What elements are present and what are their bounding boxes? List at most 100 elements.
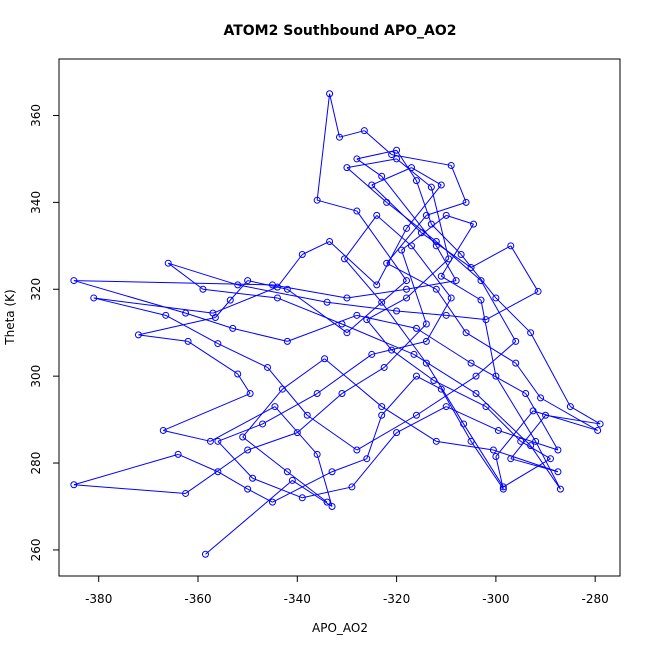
series-line-segment: [341, 323, 415, 355]
data-point: [412, 177, 420, 185]
series-line-segment: [391, 349, 435, 381]
data-point: [278, 385, 286, 393]
series-line-segment: [346, 167, 387, 203]
series-line-segment: [210, 406, 276, 442]
data-point: [326, 237, 334, 245]
data-point: [246, 390, 254, 398]
series-line-segment: [503, 458, 551, 488]
x-tick-label: -360: [184, 592, 211, 606]
data-point: [70, 481, 78, 489]
plot-frame: [58, 58, 621, 577]
data-point: [437, 385, 445, 393]
data-point: [412, 372, 420, 380]
data-point: [442, 311, 450, 319]
data-point: [393, 307, 401, 315]
series-line-segment: [545, 414, 601, 425]
data-point: [162, 311, 170, 319]
series-line-segment: [386, 215, 427, 264]
series-line-segment: [485, 290, 539, 321]
data-point: [393, 146, 401, 154]
series-line-segment: [138, 317, 216, 336]
data-point: [360, 127, 368, 135]
data-point: [378, 298, 386, 306]
series-line-segment: [163, 429, 211, 442]
series-line-segment: [532, 410, 598, 431]
data-point: [407, 164, 415, 172]
series-line-segment: [450, 165, 467, 203]
series-line-segment: [426, 201, 467, 216]
series-line-segment: [316, 354, 373, 394]
series-line-segment: [383, 323, 427, 368]
series-line-segment: [406, 280, 457, 290]
series-line-segment: [495, 410, 534, 457]
data-point: [492, 294, 500, 302]
series-line-segment: [177, 453, 219, 473]
series-line-segment: [386, 262, 437, 290]
data-point: [499, 483, 507, 491]
data-point: [336, 133, 343, 141]
data-point: [234, 370, 242, 378]
series-line-segment: [436, 440, 494, 451]
data-point: [373, 211, 381, 219]
series-line-segment: [411, 245, 452, 299]
series-line-segment: [433, 380, 487, 408]
series-line-segment: [296, 393, 343, 434]
series-line-segment: [306, 414, 358, 451]
series-line-segment: [93, 297, 213, 314]
data-point: [527, 329, 535, 337]
data-point: [462, 198, 470, 206]
series-line-segment: [287, 288, 348, 334]
data-point: [159, 426, 167, 434]
data-point: [199, 285, 207, 293]
data-point: [214, 340, 222, 348]
series-line-segment: [406, 258, 450, 299]
data-point: [492, 453, 500, 461]
series-line-segment: [262, 393, 318, 425]
data-point: [447, 294, 455, 302]
series-line-segment: [316, 454, 333, 507]
series-line-segment: [73, 280, 186, 314]
series-line-segment: [381, 301, 427, 364]
series-line-segment: [441, 275, 482, 301]
series-line-segment: [237, 373, 251, 394]
data-point: [388, 346, 396, 354]
series-line-segment: [346, 280, 407, 334]
data-point: [403, 294, 411, 302]
series-line-segment: [356, 414, 417, 451]
series-line-segment: [252, 477, 303, 499]
data-point: [343, 329, 351, 337]
data-point: [507, 455, 515, 463]
series-line-segment: [515, 362, 541, 399]
series-line-segment: [430, 223, 462, 255]
data-point: [283, 468, 291, 476]
data-point: [457, 251, 465, 259]
data-point: [273, 294, 281, 302]
series-line-segment: [540, 397, 598, 431]
data-point: [477, 296, 485, 304]
data-point: [398, 246, 406, 254]
data-point: [566, 403, 574, 411]
data-point: [244, 277, 252, 285]
series-line-segment: [416, 375, 442, 390]
y-tick-label: 360: [29, 104, 43, 127]
data-point: [182, 309, 190, 317]
series-line-segment: [371, 167, 412, 186]
data-point: [532, 437, 540, 445]
series-line-segment: [510, 245, 539, 292]
series-line-segment: [168, 262, 238, 286]
data-point: [467, 359, 475, 367]
data-point: [244, 446, 252, 454]
data-point: [432, 237, 440, 245]
data-point: [363, 316, 371, 324]
series-line-segment: [363, 130, 392, 155]
series-line-segment: [272, 284, 348, 299]
data-point: [432, 437, 440, 445]
series-line-segment: [396, 406, 447, 434]
series-line-segment: [274, 406, 318, 455]
series-line-segment: [237, 284, 328, 303]
data-point: [268, 498, 276, 506]
series-line-segment: [446, 214, 474, 225]
series-line-segment: [396, 310, 447, 316]
series-line-segment: [344, 215, 378, 260]
data-point: [70, 277, 78, 285]
